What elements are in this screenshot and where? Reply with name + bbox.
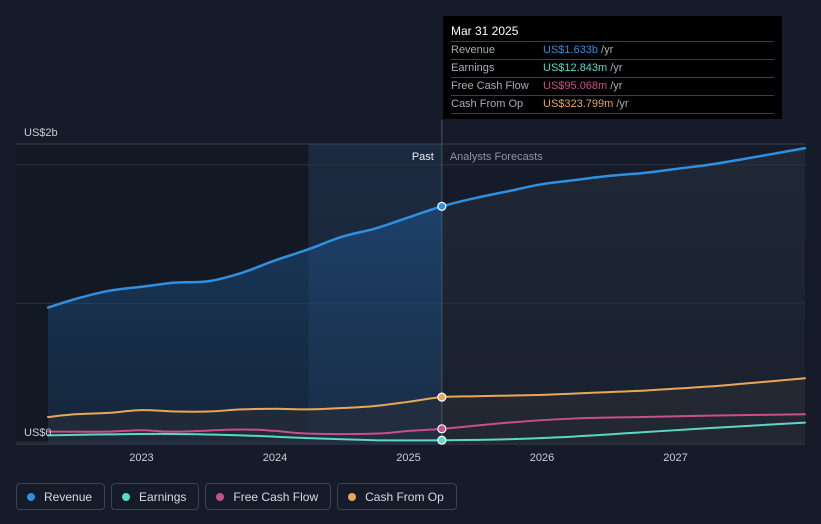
legend-label: Earnings xyxy=(139,489,187,504)
highlight-points xyxy=(437,201,447,445)
revenue-highlight-point xyxy=(437,201,447,211)
series-areas xyxy=(48,148,805,444)
tooltip-value: US$12.843m xyxy=(543,62,608,74)
x-tick-label: 2026 xyxy=(530,452,554,464)
legend-item-revenue[interactable]: Revenue xyxy=(16,483,106,510)
tooltip-unit: /yr xyxy=(610,80,623,92)
tooltip-row-free-cash-flow: Free Cash Flow US$95.068m /yr xyxy=(451,78,774,96)
y-axis-bottom-label: US$0 xyxy=(24,427,52,439)
x-tick-label: 2025 xyxy=(396,452,420,464)
legend-label: Cash From Op xyxy=(365,489,444,504)
tooltip-label: Earnings xyxy=(451,62,495,74)
legend-dot-icon xyxy=(216,492,225,501)
tooltip-unit: /yr xyxy=(616,98,629,110)
free-cash-flow-highlight-point xyxy=(437,424,447,434)
past-label: Past xyxy=(412,151,434,163)
tooltip-unit: /yr xyxy=(610,62,623,74)
tooltip-label: Free Cash Flow xyxy=(451,80,529,92)
revenue-line xyxy=(46,146,807,309)
legend-item-cash-from-op[interactable]: Cash From Op xyxy=(337,483,457,510)
tooltip-label: Cash From Op xyxy=(451,98,524,110)
cash-from-op-line xyxy=(47,377,806,419)
revenue-area-forecast xyxy=(441,148,805,444)
revenue-area-past xyxy=(48,206,442,444)
hover-tooltip: Mar 31 2025 Revenue US$1.633b /yr Earnin… xyxy=(443,16,782,119)
y-axis-top-label: US$2b xyxy=(24,127,58,139)
x-tick-label: 2024 xyxy=(263,452,287,464)
free-cash-flow-line xyxy=(47,413,806,436)
tooltip-value: US$95.068m xyxy=(543,80,608,92)
legend-item-earnings[interactable]: Earnings xyxy=(111,483,200,510)
earnings-highlight-point xyxy=(437,435,447,445)
legend-label: Revenue xyxy=(44,489,93,504)
earnings-line xyxy=(47,421,806,442)
tooltip-label: Revenue xyxy=(451,44,496,56)
tooltip-value: US$1.633b xyxy=(543,44,599,56)
series-lines xyxy=(46,146,807,442)
tooltip-row-revenue: Revenue US$1.633b /yr xyxy=(451,42,774,60)
legend-item-free-cash-flow[interactable]: Free Cash Flow xyxy=(205,483,332,510)
forecast-label: Analysts Forecasts xyxy=(450,151,543,163)
x-tick-label: 2023 xyxy=(129,452,153,464)
x-tick-label: 2027 xyxy=(663,452,687,464)
tooltip-row-cash-from-op: Cash From Op US$323.799m /yr xyxy=(451,96,774,114)
x-axis-ticks: 2023 2024 2025 2026 2027 xyxy=(129,452,688,464)
cash-from-op-area xyxy=(48,378,805,444)
tooltip-row-earnings: Earnings US$12.843m /yr xyxy=(451,60,774,78)
tooltip-unit: /yr xyxy=(601,44,614,56)
tooltip-value: US$323.799m xyxy=(543,98,614,110)
legend-dot-icon xyxy=(122,492,131,501)
legend-dot-icon xyxy=(348,492,357,501)
legend-label: Free Cash Flow xyxy=(233,489,319,504)
cash-from-op-highlight-point xyxy=(437,392,447,402)
legend-dot-icon xyxy=(27,492,35,501)
chart-legend: Revenue Earnings Free Cash Flow Cash Fro… xyxy=(16,483,457,510)
tooltip-date: Mar 31 2025 xyxy=(451,23,774,42)
